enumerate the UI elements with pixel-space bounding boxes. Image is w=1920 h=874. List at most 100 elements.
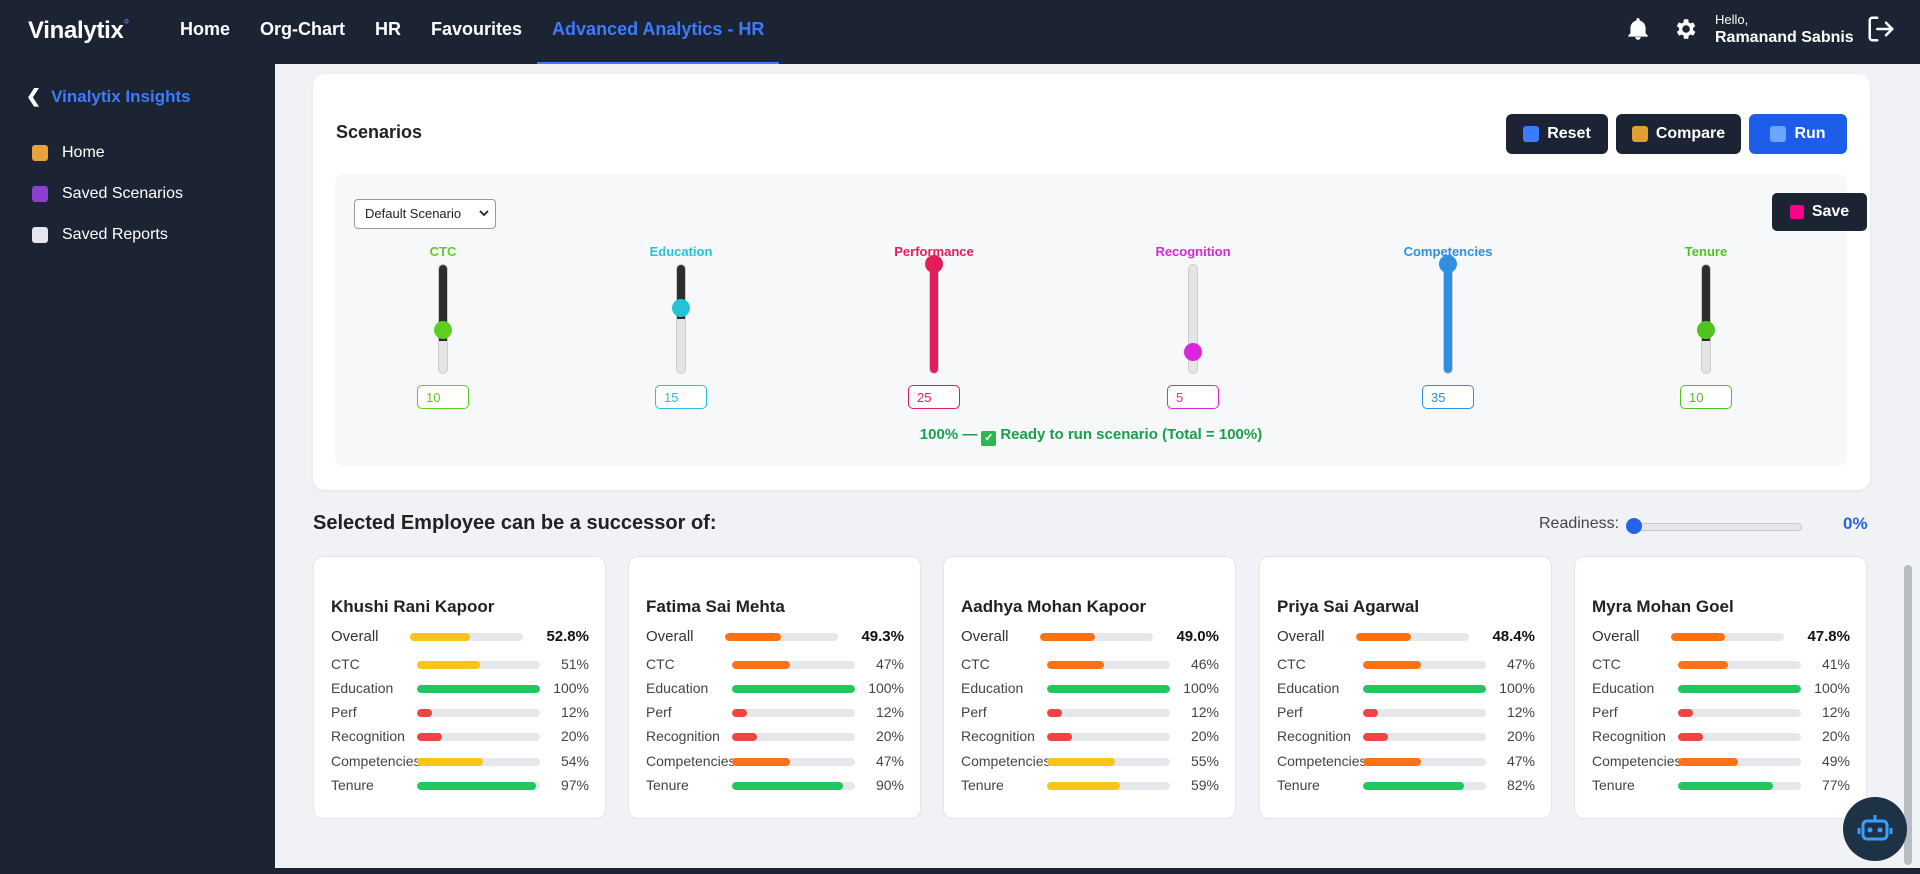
metric-value: 55%: [1190, 753, 1219, 769]
slider-track[interactable]: [438, 264, 448, 374]
slider-value-input[interactable]: 15: [655, 385, 707, 409]
metric-bar-fill: [417, 733, 442, 741]
metric-row: Competencies 54%: [331, 753, 589, 773]
metric-bar-fill: [1363, 709, 1378, 717]
refresh-icon: [1523, 126, 1540, 142]
metric-bar-fill: [1047, 758, 1115, 766]
app-logo[interactable]: Vinalytix°: [28, 16, 129, 45]
save-button[interactable]: Save: [1772, 193, 1867, 231]
compare-button[interactable]: Compare: [1616, 114, 1741, 154]
metric-bar-fill: [1040, 633, 1096, 641]
user-greeting: Hello, Ramanand Sabnis: [1715, 12, 1854, 47]
metric-value: 52.8%: [546, 628, 589, 645]
sidebar-item-saved-reports[interactable]: Saved Reports: [32, 226, 168, 244]
metric-row: Tenure 59%: [961, 777, 1219, 797]
sidebar: ❮ Vinalytix Insights Home Saved Scenarios…: [0, 64, 275, 874]
metric-bar: [1363, 709, 1486, 717]
metric-bar: [732, 661, 855, 669]
slider-thumb[interactable]: [1184, 343, 1202, 361]
settings-gear-icon[interactable]: [1672, 16, 1698, 42]
slider-label: CTC: [429, 244, 457, 259]
metric-label: Education: [961, 680, 1024, 696]
slider-track[interactable]: [1443, 264, 1453, 374]
reset-button[interactable]: Reset: [1506, 114, 1608, 154]
successor-heading: Selected Employee can be a successor of:: [313, 512, 717, 534]
metric-value: 97%: [560, 777, 589, 793]
sidebar-item-home[interactable]: Home: [32, 144, 105, 162]
metric-row: CTC 51%: [331, 656, 589, 676]
slider-track[interactable]: [929, 264, 939, 374]
metric-label: Perf: [331, 704, 357, 720]
successor-card[interactable]: Aadhya Mohan Kapoor Overall 49.0% CTC 46% Edu…: [943, 556, 1236, 819]
notification-bell-icon[interactable]: [1625, 16, 1651, 42]
metric-label: Competencies: [961, 753, 1051, 769]
metric-label: Tenure: [1592, 777, 1635, 793]
slider-value-input[interactable]: 5: [1167, 385, 1219, 409]
metric-label: Overall: [1277, 628, 1325, 645]
slider-thumb[interactable]: [434, 321, 452, 339]
scenario-select[interactable]: Default Scenario: [354, 199, 496, 229]
sidebar-item-saved-scenarios[interactable]: Saved Scenarios: [32, 185, 183, 203]
metric-bar: [1671, 633, 1784, 641]
chevron-left-icon[interactable]: ❮: [26, 86, 42, 106]
metric-bar-fill: [1047, 782, 1120, 790]
successor-card[interactable]: Myra Mohan Goel Overall 47.8% CTC 41% Educati…: [1574, 556, 1867, 819]
metric-value: 20%: [1190, 728, 1219, 744]
slider-fill: [677, 265, 685, 319]
main-nav: Home Org-Chart HR Favourites Advanced An…: [165, 0, 780, 64]
metric-bar: [417, 661, 540, 669]
slider-label: Tenure: [1684, 244, 1728, 259]
robot-icon: [1857, 815, 1893, 841]
slider-value-input[interactable]: 35: [1422, 385, 1474, 409]
readiness-slider-thumb[interactable]: [1626, 518, 1642, 534]
scrollbar-thumb[interactable]: [1904, 565, 1912, 865]
slider-thumb[interactable]: [1439, 255, 1457, 273]
readiness-slider-track[interactable]: [1632, 523, 1802, 531]
employee-name: Priya Sai Agarwal: [1277, 597, 1420, 616]
metric-bar-fill: [417, 661, 480, 669]
greeting-text: Hello,: [1715, 12, 1749, 27]
nav-advanced-analytics-hr[interactable]: Advanced Analytics - HR: [537, 0, 780, 64]
main-content: Scenarios Reset Compare Run Default Scen…: [275, 64, 1920, 874]
metric-bar-fill: [732, 733, 757, 741]
metric-value: 20%: [1506, 728, 1535, 744]
slider-value-input[interactable]: 25: [908, 385, 960, 409]
successor-card[interactable]: Priya Sai Agarwal Overall 48.4% CTC 47% Educa…: [1259, 556, 1552, 819]
slider-competencies: Competencies 35: [1388, 244, 1508, 414]
chevron-down-icon: [479, 210, 489, 217]
metric-bar-fill: [1678, 661, 1729, 669]
slider-thumb[interactable]: [1697, 321, 1715, 339]
nav-org-chart[interactable]: Org-Chart: [260, 19, 346, 39]
metric-bar-fill: [1047, 733, 1072, 741]
slider-track[interactable]: [1701, 264, 1711, 374]
slider-track[interactable]: [676, 264, 686, 374]
metric-label: CTC: [1277, 656, 1306, 672]
successor-card[interactable]: Khushi Rani Kapoor Overall 52.8% CTC 51% Educ…: [313, 556, 606, 819]
chatbot-button[interactable]: [1843, 797, 1907, 861]
slider-value-input[interactable]: 10: [417, 385, 469, 409]
successor-card[interactable]: Fatima Sai Mehta Overall 49.3% CTC 47% Educat…: [628, 556, 921, 819]
slider-thumb[interactable]: [925, 255, 943, 273]
metric-row: Perf 12%: [1277, 704, 1535, 724]
sidebar-title[interactable]: ❮ Vinalytix Insights: [26, 86, 191, 107]
logout-icon[interactable]: [1866, 14, 1896, 44]
slider-value-input[interactable]: 10: [1680, 385, 1732, 409]
metric-label: Recognition: [1277, 728, 1351, 744]
nav-hr[interactable]: HR: [375, 19, 402, 39]
nav-favourites[interactable]: Favourites: [431, 19, 523, 39]
metric-row: Education 100%: [1277, 680, 1535, 700]
metric-row: Competencies 49%: [1592, 753, 1850, 773]
metric-bar-fill: [1363, 685, 1486, 693]
metric-row: Competencies 55%: [961, 753, 1219, 773]
slider-track[interactable]: [1188, 264, 1198, 374]
slider-thumb[interactable]: [672, 299, 690, 317]
metric-bar-fill: [732, 685, 855, 693]
run-button[interactable]: Run: [1749, 114, 1847, 154]
metric-bar: [732, 733, 855, 741]
slider-performance: Performance 25: [874, 244, 994, 414]
metric-value: 47%: [875, 753, 904, 769]
nav-home[interactable]: Home: [180, 19, 231, 39]
metric-label: Tenure: [331, 777, 374, 793]
metric-label: Competencies: [1277, 753, 1367, 769]
metric-row: Tenure 82%: [1277, 777, 1535, 797]
